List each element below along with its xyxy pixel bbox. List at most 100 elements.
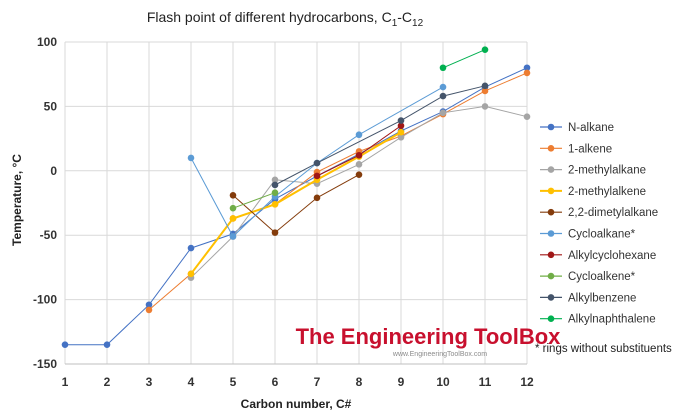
y-axis-title: Temperature, °C xyxy=(10,154,24,246)
legend-label: Alkylbenzene xyxy=(568,292,636,304)
y-tick-label: 0 xyxy=(50,164,57,178)
data-point xyxy=(61,341,69,348)
x-tick-label: 1 xyxy=(62,375,69,389)
data-point xyxy=(355,131,363,139)
legend-swatch-marker xyxy=(547,123,555,131)
series-3 xyxy=(187,128,405,278)
y-tick-label: -150 xyxy=(33,357,57,371)
legend-entry: N-alkane xyxy=(540,122,614,134)
x-tick-label: 11 xyxy=(479,375,492,389)
series-6 xyxy=(313,122,405,180)
data-point xyxy=(439,109,447,117)
legend-label: Cycloalkane* xyxy=(568,229,636,241)
data-point xyxy=(187,244,195,252)
legend-entry: 2-methylalkane xyxy=(540,165,646,177)
x-tick-label: 3 xyxy=(146,375,153,389)
series-8 xyxy=(271,82,489,189)
x-tick-label: 10 xyxy=(436,375,450,389)
data-point xyxy=(481,103,489,110)
x-tick-label: 4 xyxy=(188,375,195,389)
legend: N-alkane 1-alkene 2-methylalkane 2-methylal… xyxy=(540,122,658,326)
data-point xyxy=(187,270,195,278)
legend-swatch-marker xyxy=(547,272,555,280)
series-line xyxy=(65,67,528,346)
legend-swatch-marker xyxy=(547,166,555,173)
data-point xyxy=(229,191,237,199)
series xyxy=(61,46,531,348)
data-point xyxy=(313,194,321,202)
data-point xyxy=(397,122,405,130)
data-point xyxy=(523,113,531,121)
legend-entry: Cycloalkane* xyxy=(540,229,636,241)
data-point xyxy=(397,134,405,141)
legend-label: 2-methylalkene xyxy=(568,186,646,198)
legend-entry: Cycloalkene* xyxy=(540,271,636,283)
data-point xyxy=(355,171,363,178)
legend-entry: 2-methylalkene xyxy=(540,186,646,198)
legend-label: N-alkane xyxy=(568,122,614,134)
data-point xyxy=(439,64,447,72)
legend-label: Cycloalkene* xyxy=(568,271,636,283)
y-tick-label: -100 xyxy=(33,293,57,307)
data-point xyxy=(271,176,279,184)
x-tick-label: 7 xyxy=(314,375,321,389)
data-point xyxy=(229,204,237,212)
data-point xyxy=(397,117,405,124)
series-9 xyxy=(439,46,489,72)
legend-swatch-marker xyxy=(547,315,555,323)
data-point xyxy=(355,161,363,168)
data-point xyxy=(313,172,321,180)
series-line xyxy=(190,131,402,275)
chart-title: Flash point of different hydrocarbons, C… xyxy=(147,9,424,29)
legend-label: Alkylnaphthalene xyxy=(568,314,656,326)
chart-title-mid: -C xyxy=(397,9,412,25)
legend-swatch-marker xyxy=(547,294,555,301)
x-tick-label: 12 xyxy=(520,375,534,389)
y-tick-label: 50 xyxy=(44,99,58,113)
data-point xyxy=(481,87,489,95)
legend-entry: Alkylcyclohexane xyxy=(540,250,656,262)
y-tick-label: -50 xyxy=(40,228,58,242)
legend-swatch-marker xyxy=(547,187,555,195)
series-0 xyxy=(61,64,531,348)
x-tick-label: 8 xyxy=(356,375,363,389)
series-line xyxy=(232,174,360,234)
legend-label: 2,2-dimetylalkane xyxy=(568,207,658,219)
data-point xyxy=(229,215,237,222)
data-point xyxy=(145,306,153,314)
y-tick-labels: 100 50 0 -50 -100 -150 xyxy=(33,35,57,371)
data-point xyxy=(271,200,279,208)
data-point xyxy=(439,83,447,91)
legend-label: Alkylcyclohexane xyxy=(568,250,656,262)
data-point xyxy=(271,229,279,236)
data-point xyxy=(145,301,153,309)
x-tick-label: 2 xyxy=(104,375,111,389)
x-axis-title: Carbon number, C# xyxy=(241,397,352,411)
series-7 xyxy=(229,189,279,212)
y-tick-label: 100 xyxy=(37,35,57,49)
x-tick-label: 6 xyxy=(272,375,279,389)
data-point xyxy=(397,128,405,136)
x-tick-labels: 1 2 3 4 5 6 7 8 9 10 11 12 xyxy=(62,375,534,389)
series-4 xyxy=(229,171,363,236)
legend-swatch-marker xyxy=(547,251,555,259)
watermark-brand: The Engineering ToolBox xyxy=(296,324,562,349)
chart-title-main: Flash point of different hydrocarbons, C xyxy=(147,9,392,25)
data-point xyxy=(355,152,363,159)
legend-label: 2-methylalkane xyxy=(568,165,646,177)
data-point xyxy=(313,159,321,167)
legend-label: 1-alkene xyxy=(568,143,612,155)
series-line xyxy=(274,85,486,186)
legend-entry: Alkylbenzene xyxy=(540,292,636,304)
legend-entry: 1-alkene xyxy=(540,143,612,155)
watermark: The Engineering ToolBox www.EngineeringT… xyxy=(296,324,562,358)
data-point xyxy=(229,233,237,240)
data-point xyxy=(103,341,111,348)
legend-swatch-marker xyxy=(547,208,555,216)
series-line xyxy=(190,86,444,238)
series-line xyxy=(442,49,486,69)
chart-title-sub-2: 12 xyxy=(412,18,424,29)
chart-title-sub-1: 1 xyxy=(392,18,398,29)
data-point xyxy=(523,69,531,77)
